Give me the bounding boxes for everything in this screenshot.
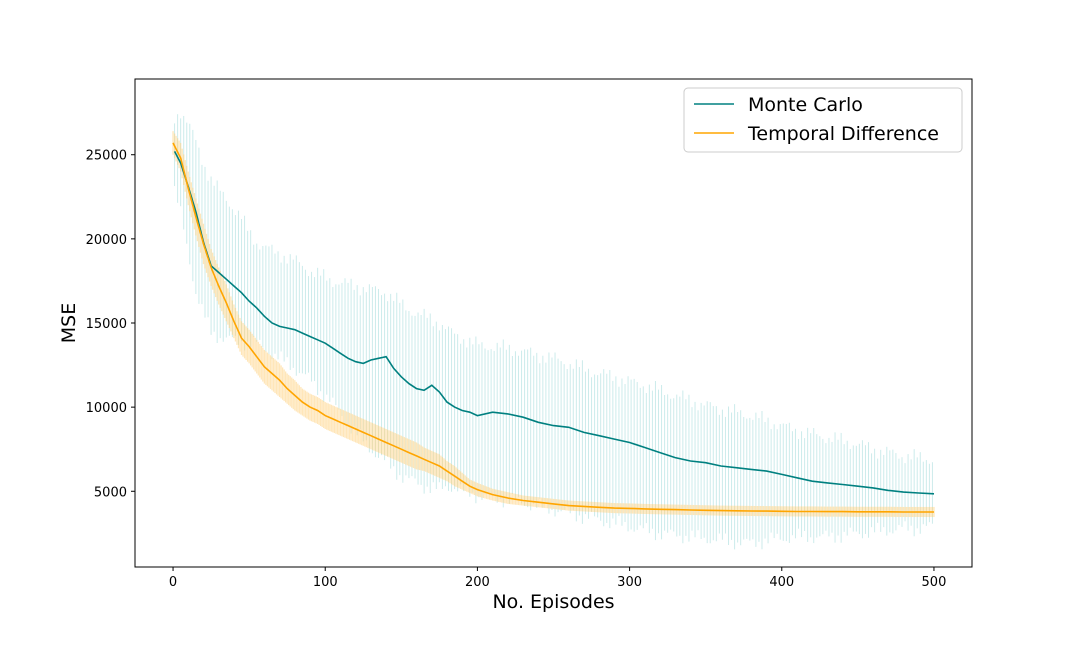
x-tick-label: 500 — [922, 575, 947, 590]
series-line-temporal-difference — [172, 142, 934, 513]
legend: Monte Carlo Temporal Difference — [683, 87, 963, 153]
y-axis: 5000 10000 15000 20000 25000 — [86, 149, 135, 500]
y-tick-label: 20000 — [86, 233, 127, 248]
x-tick-label: 100 — [313, 575, 338, 590]
x-tick-label: 300 — [617, 575, 642, 590]
x-tick-label: 200 — [465, 575, 490, 590]
legend-label: Monte Carlo — [748, 94, 863, 116]
legend-box — [683, 87, 963, 153]
legend-label: Temporal Difference — [747, 123, 939, 145]
series-lines — [172, 142, 935, 513]
y-tick-label: 5000 — [94, 485, 127, 500]
y-axis-label: MSE — [58, 303, 80, 343]
error-band-0 — [174, 114, 933, 550]
x-tick-label: 400 — [769, 575, 794, 590]
x-tick-label: 0 — [169, 575, 177, 590]
y-tick-label: 15000 — [86, 317, 127, 332]
x-axis: 0 100 200 300 400 500 — [169, 567, 946, 590]
x-axis-label: No. Episodes — [492, 591, 614, 613]
y-tick-label: 10000 — [86, 401, 127, 416]
error-bands — [172, 114, 935, 550]
series-line-monte-carlo — [173, 151, 935, 495]
y-tick-label: 25000 — [86, 149, 127, 164]
